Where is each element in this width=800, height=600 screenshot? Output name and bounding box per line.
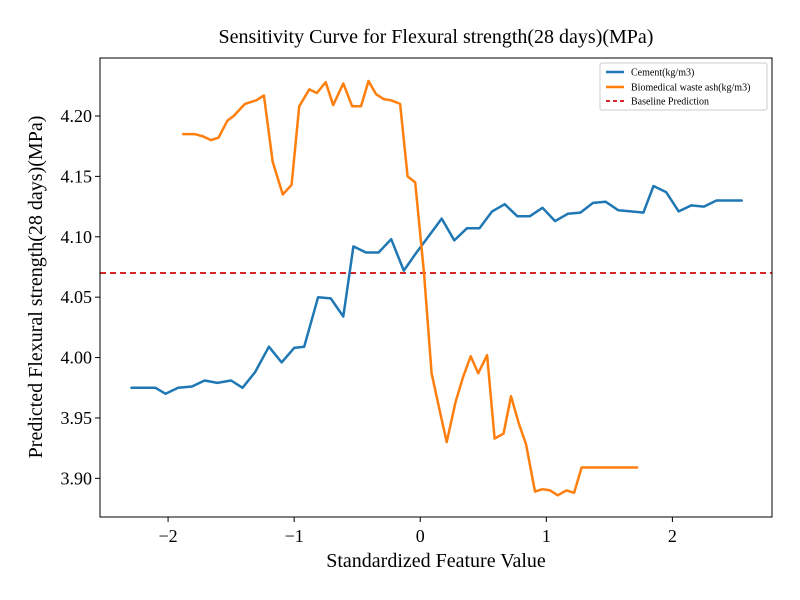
y-tick-label: 4.20	[61, 106, 93, 126]
legend-label-baseline: Baseline Prediction	[631, 97, 709, 108]
y-tick-label: 4.10	[61, 227, 93, 247]
y-tick-label: 4.00	[61, 348, 93, 368]
y-axis: 3.90 3.95 4.00 4.05 4.10 4.15 4.20	[61, 106, 100, 488]
x-tick-label: −1	[285, 526, 304, 546]
x-axis-label: Standardized Feature Value	[326, 550, 546, 572]
x-axis: −2 −1 0 1 2	[159, 517, 677, 546]
y-axis-label: Predicted Flexural strength(28 days)(MPa…	[25, 116, 47, 459]
y-tick-label: 3.90	[61, 468, 93, 488]
plot-frame	[99, 57, 773, 518]
legend-box	[599, 62, 768, 111]
x-tick-label: 2	[668, 526, 677, 546]
legend: Cement(kg/m3) Biomedical waste ash(kg/m3…	[599, 62, 768, 111]
series-line-biomedical-waste-ash	[181, 79, 639, 497]
y-tick-label: 3.95	[61, 408, 93, 428]
series-line-cement	[130, 184, 743, 396]
x-tick-label: −2	[159, 526, 178, 546]
plot-area	[100, 79, 772, 497]
y-tick-label: 4.15	[61, 166, 93, 186]
legend-label-cement: Cement(kg/m3)	[631, 68, 694, 79]
y-tick-label: 4.05	[61, 287, 93, 307]
chart-title: Sensitivity Curve for Flexural strength(…	[219, 26, 654, 48]
legend-label-biomedical-waste-ash: Biomedical waste ash(kg/m3)	[631, 83, 750, 94]
x-tick-label: 1	[542, 526, 551, 546]
x-tick-label: 0	[416, 526, 425, 546]
